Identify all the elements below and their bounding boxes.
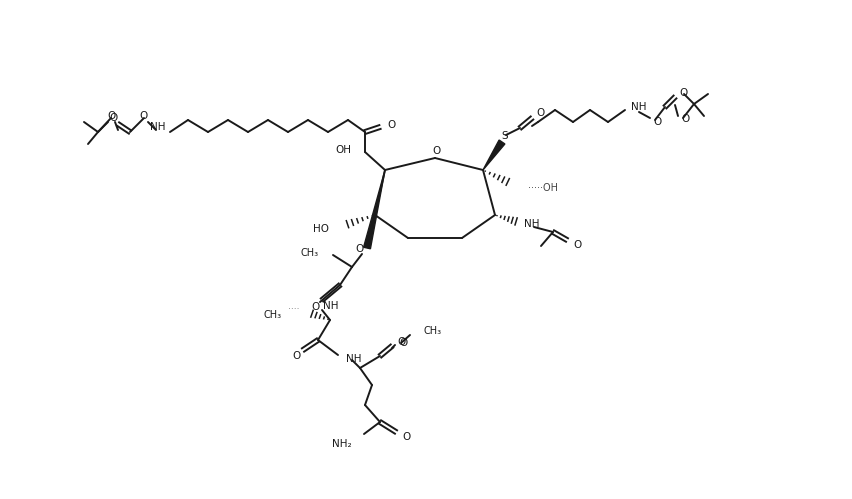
Text: ·····OH: ·····OH xyxy=(527,183,557,193)
Text: O: O xyxy=(387,120,394,130)
Polygon shape xyxy=(482,140,504,170)
Text: O: O xyxy=(312,302,320,312)
Text: O: O xyxy=(292,351,301,361)
Text: O: O xyxy=(432,146,440,156)
Text: O: O xyxy=(678,88,687,98)
Text: NH₂: NH₂ xyxy=(332,439,352,449)
Text: NH: NH xyxy=(523,219,538,229)
Text: CH₃: CH₃ xyxy=(263,310,282,320)
Text: HO: HO xyxy=(313,224,329,234)
Text: O: O xyxy=(535,108,544,118)
Text: O: O xyxy=(396,337,405,347)
Text: NH: NH xyxy=(323,301,338,311)
Text: O: O xyxy=(107,111,116,121)
Text: NH: NH xyxy=(150,122,166,132)
Text: O: O xyxy=(399,338,406,348)
Text: CH₃: CH₃ xyxy=(301,248,319,258)
Text: ····: ···· xyxy=(288,305,299,314)
Text: O: O xyxy=(573,240,580,250)
Text: O: O xyxy=(140,111,148,121)
Text: O: O xyxy=(110,113,118,123)
Text: O: O xyxy=(680,114,688,124)
Text: O: O xyxy=(355,244,364,254)
Text: S: S xyxy=(501,131,508,141)
Text: OH: OH xyxy=(335,145,350,155)
Polygon shape xyxy=(363,170,384,249)
Text: O: O xyxy=(653,117,660,127)
Text: NH: NH xyxy=(346,354,361,364)
Text: NH: NH xyxy=(630,102,646,112)
Text: CH₃: CH₃ xyxy=(423,326,441,336)
Text: O: O xyxy=(401,432,410,442)
